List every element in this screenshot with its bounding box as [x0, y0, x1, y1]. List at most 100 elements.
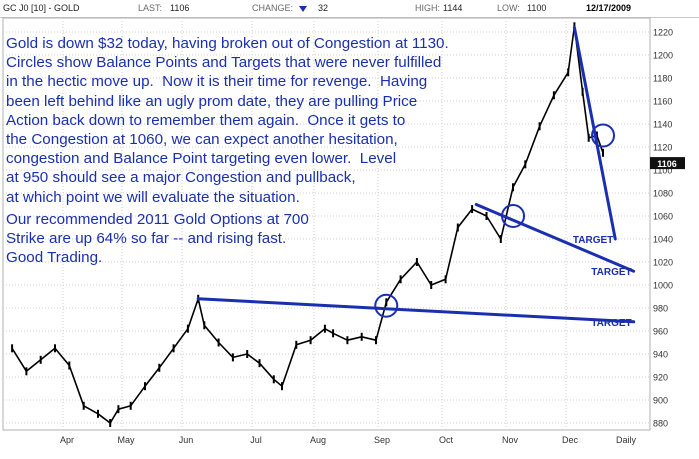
x-tick-label: Jul — [250, 435, 262, 445]
price-bar — [258, 359, 261, 368]
price-series-line — [11, 25, 604, 424]
price-bar — [186, 324, 189, 333]
y-tick-label: 1200 — [653, 51, 673, 61]
balance-point-circle — [374, 293, 399, 318]
price-bar — [323, 324, 326, 333]
chart-header: GC J0 [10] - GOLD LAST: 1106 CHANGE: 32 … — [0, 0, 699, 18]
analysis-text: Gold is down $32 today, having broken ou… — [6, 35, 449, 206]
price-bar — [471, 205, 474, 214]
recommendation-text: Our recommended 2011 Gold Options at 700… — [6, 211, 309, 267]
price-bar — [399, 275, 402, 284]
low-value: 1100 — [527, 3, 547, 13]
price-bar — [444, 275, 447, 284]
balance-point-circle — [501, 204, 526, 228]
x-tick-label: Jun — [179, 435, 194, 445]
price-bar — [375, 336, 377, 345]
price-bar — [203, 321, 206, 330]
price-bar — [595, 131, 598, 140]
price-bar — [538, 122, 541, 131]
low-label: LOW: — [497, 3, 520, 13]
x-tick-label: Dec — [562, 435, 579, 445]
last-price-box — [650, 157, 685, 170]
price-bar — [82, 401, 85, 410]
y-tick-label: 980 — [653, 304, 668, 314]
high-label: HIGH: — [415, 3, 441, 13]
plot-area — [2, 17, 651, 431]
price-bar — [415, 258, 418, 266]
price-bar — [385, 298, 388, 307]
price-bar — [54, 344, 56, 353]
price-bar — [97, 409, 99, 418]
price-bar — [144, 382, 146, 391]
price-bar — [25, 367, 28, 376]
y-tick-label: 1100 — [653, 166, 672, 176]
target-label: TARGET — [591, 267, 631, 278]
price-bar — [581, 87, 584, 96]
x-tick-label: May — [117, 435, 135, 445]
y-tick-label: 1120 — [653, 143, 672, 153]
price-bar — [246, 350, 249, 358]
y-tick-label: 1160 — [653, 97, 672, 107]
price-chart: 880 900 920 940 960 980 1000 1020 1040 1060 1080 11… — [2, 17, 685, 445]
target-label: TARGET — [573, 235, 613, 246]
price-bar — [129, 401, 132, 410]
price-bar — [567, 68, 570, 77]
price-bar — [346, 336, 349, 345]
price-bar — [587, 133, 590, 142]
target-trendline — [196, 297, 636, 324]
y-tick-label: 1080 — [653, 189, 673, 199]
y-tick-label: 940 — [653, 350, 668, 360]
price-bar — [499, 235, 502, 243]
price-bar — [217, 338, 220, 347]
last-value: 1106 — [170, 3, 190, 13]
y-tick-label: 1220 — [653, 28, 673, 38]
price-bar — [602, 148, 604, 157]
y-tick-label: 1000 — [653, 281, 673, 291]
price-bar — [158, 363, 161, 372]
x-tick-label: Daily — [616, 435, 637, 445]
last-label: LAST: — [138, 3, 163, 13]
y-tick-label: 920 — [653, 373, 668, 383]
price-bar — [231, 353, 234, 362]
price-bar — [430, 281, 433, 289]
price-bar — [295, 340, 298, 349]
target-label: TARGET — [591, 318, 631, 329]
price-bar — [552, 91, 555, 100]
price-bar — [524, 160, 527, 169]
price-bar — [332, 329, 335, 338]
y-tick-label: 880 — [653, 419, 668, 429]
target-trendline — [572, 25, 617, 241]
change-value: 32 — [318, 3, 329, 13]
symbol-label: GC J0 [10] - GOLD — [3, 3, 80, 13]
date-label: 12/17/2009 — [586, 3, 632, 13]
y-tick-label: 1180 — [653, 74, 672, 84]
price-bar — [11, 344, 14, 353]
x-tick-label: Sep — [374, 435, 390, 445]
price-bar — [281, 382, 283, 391]
y-tick-label: 960 — [653, 327, 668, 337]
change-label: CHANGE: — [252, 3, 294, 13]
price-bar — [309, 336, 312, 345]
x-tick-label: Aug — [310, 435, 326, 445]
y-tick-label: 900 — [653, 396, 668, 406]
price-bar — [172, 344, 175, 353]
balance-point-circle — [591, 123, 615, 148]
price-bar — [109, 419, 112, 427]
price-bar — [456, 223, 459, 232]
price-bar — [39, 355, 42, 364]
price-bar — [512, 183, 514, 192]
price-bar — [117, 405, 120, 414]
y-tick-label: 1060 — [653, 212, 673, 222]
price-bar — [272, 375, 275, 384]
price-bar — [68, 361, 71, 370]
last-price-label: 1106 — [657, 159, 677, 169]
price-bar — [360, 332, 363, 341]
x-tick-label: Nov — [502, 435, 519, 445]
x-tick-label: Apr — [60, 435, 74, 445]
y-tick-label: 1140 — [653, 120, 672, 130]
y-tick-label: 1040 — [653, 235, 673, 245]
x-tick-label: Oct — [439, 435, 454, 445]
y-tick-label: 1020 — [653, 258, 673, 268]
high-value: 1144 — [443, 3, 463, 13]
price-bar — [485, 212, 488, 220]
